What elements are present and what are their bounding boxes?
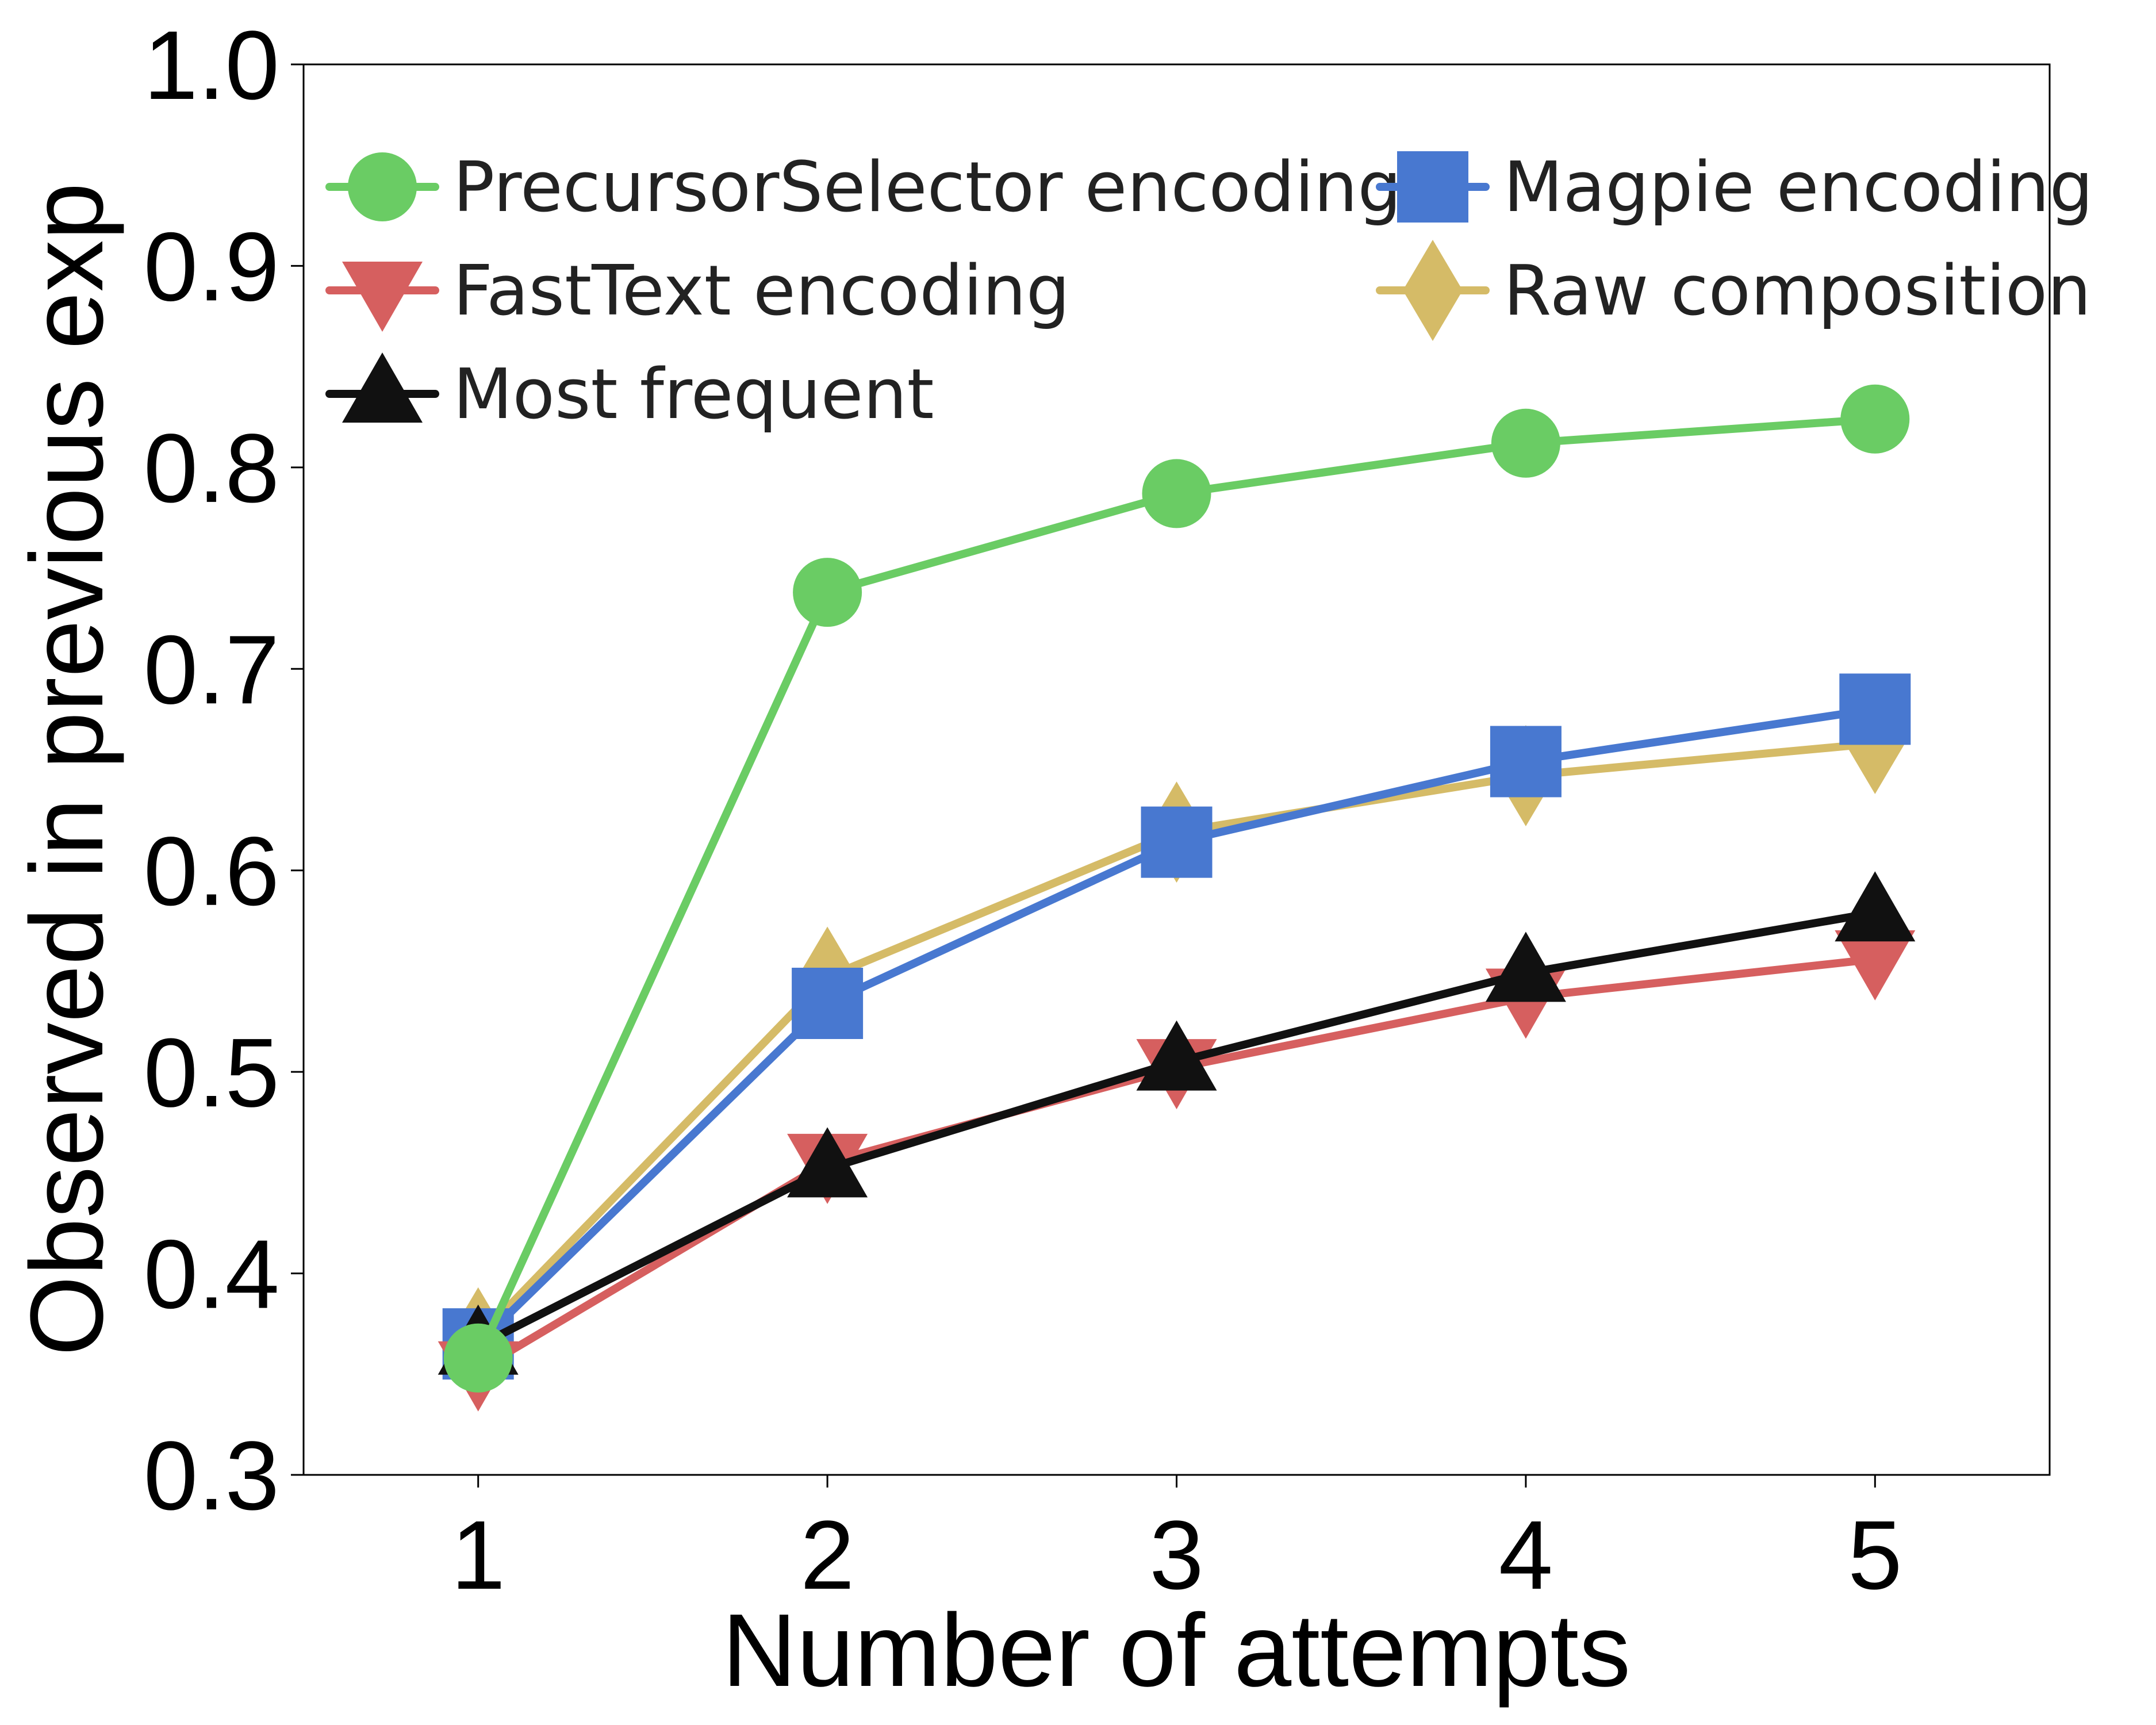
y-tick-label: 0.4 xyxy=(144,1220,279,1329)
legend: PrecursorSelector encoding FastText encod… xyxy=(325,148,2093,435)
precursorselector-point xyxy=(1491,408,1560,478)
most-frequent-point xyxy=(1136,1020,1217,1091)
legend-label: Most frequent xyxy=(453,355,934,435)
x-tick-label: 5 xyxy=(1848,1501,1902,1610)
x-tick-label: 3 xyxy=(1149,1501,1204,1610)
x-tick-label: 4 xyxy=(1499,1501,1553,1610)
x-axis-ticks: 1 2 3 4 5 xyxy=(451,1475,1902,1610)
y-tick-label: 0.6 xyxy=(144,817,279,926)
legend-entry-precursorselector: PrecursorSelector encoding xyxy=(325,148,1402,228)
series-magpie xyxy=(442,673,1911,1380)
y-tick-label: 0.9 xyxy=(144,212,279,321)
legend-label: Magpie encoding xyxy=(1503,148,2093,228)
precursorselector-point xyxy=(1840,384,1910,454)
legend-marker xyxy=(342,262,423,332)
legend-marker xyxy=(1397,151,1468,223)
most-frequent-point xyxy=(1835,871,1916,942)
x-tick-label: 1 xyxy=(451,1501,505,1610)
precursorselector-line xyxy=(474,415,1879,1362)
legend-label: FastText encoding xyxy=(453,251,1070,331)
y-axis-label: Observed in previous exp xyxy=(9,182,125,1356)
x-axis-label: Number of attempts xyxy=(722,1593,1631,1708)
magpie-point xyxy=(1839,673,1911,745)
y-axis-ticks: 0.3 0.4 0.5 0.6 0.7 0.8 0.9 1.0 xyxy=(144,11,304,1531)
magpie-point xyxy=(1490,726,1562,798)
most-frequent-line xyxy=(474,908,1879,1350)
most-frequent-point xyxy=(1485,931,1566,1002)
x-tick-label: 2 xyxy=(800,1501,855,1610)
series-most-frequent xyxy=(438,871,1916,1375)
y-tick-label: 0.8 xyxy=(144,414,279,523)
y-tick-label: 0.3 xyxy=(144,1421,279,1531)
series-precursorselector xyxy=(443,384,1910,1393)
most-frequent-point xyxy=(787,1127,868,1198)
legend-marker xyxy=(348,152,417,221)
precursorselector-point xyxy=(793,558,862,627)
magpie-point xyxy=(1141,806,1213,878)
legend-entry-most-frequent: Most frequent xyxy=(325,352,934,435)
legend-entry-raw-composition: Raw composition xyxy=(1376,240,2091,341)
y-tick-label: 1.0 xyxy=(144,11,279,120)
legend-marker xyxy=(1403,240,1463,341)
fasttext-point xyxy=(1835,930,1916,1000)
series-layer xyxy=(438,384,1916,1412)
precursorselector-point xyxy=(443,1323,513,1393)
y-tick-label: 0.7 xyxy=(144,615,279,724)
legend-marker xyxy=(342,352,423,423)
legend-entry-fasttext: FastText encoding xyxy=(325,251,1070,332)
legend-entry-magpie: Magpie encoding xyxy=(1376,148,2093,228)
magpie-point xyxy=(792,967,864,1039)
y-tick-label: 0.5 xyxy=(144,1018,279,1128)
precursorselector-point xyxy=(1142,459,1211,528)
legend-label: PrecursorSelector encoding xyxy=(453,148,1402,228)
legend-label: Raw composition xyxy=(1503,251,2091,331)
